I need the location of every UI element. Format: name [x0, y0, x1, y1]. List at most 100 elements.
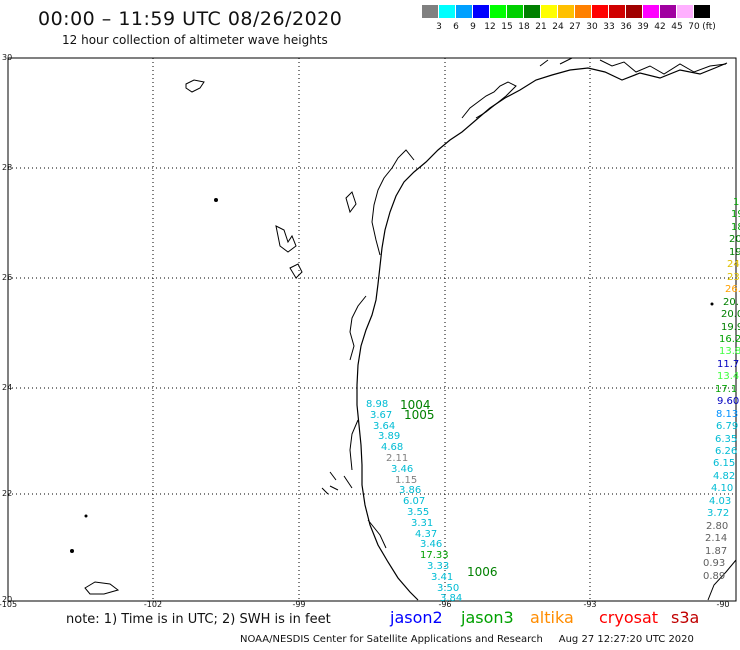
lat-lon-grid [8, 58, 736, 600]
legend-entry-jason2: jason2 [390, 608, 443, 627]
swh-value: 2.80 [706, 520, 729, 532]
swh-value: 4.68 [381, 442, 404, 454]
color-scale-label: 9 [470, 22, 476, 32]
swh-value: 3.72 [707, 508, 730, 520]
latitude-tick-label: 30 [2, 53, 13, 62]
swh-value: 3.67 [370, 409, 393, 421]
color-scale-unit: (ft) [702, 22, 716, 32]
swh-value: 19 [729, 246, 740, 258]
swh-value: 20.0 [721, 309, 740, 321]
swh-value: 4.10 [711, 483, 734, 495]
color-swatch [422, 5, 439, 18]
color-scale-label: 70 [688, 22, 700, 32]
swh-value: 6.26 [715, 446, 738, 457]
bay-outline [349, 81, 517, 549]
swh-value: 13.4 [717, 371, 740, 383]
swh-value: 3.86 [399, 485, 422, 497]
swh-value: 1.15 [395, 474, 418, 486]
small-lake [84, 514, 88, 518]
legend-entry-altika: altika [530, 608, 574, 627]
chart-title: 00:00 – 11:59 UTC 08/26/2020 [38, 8, 343, 30]
pressure-label: 1006 [467, 565, 498, 579]
swh-value: 19 [731, 209, 740, 221]
swh-value: 3.31 [411, 517, 434, 529]
swh-value: 3.33 [427, 561, 450, 572]
color-swatch [473, 5, 490, 18]
color-swatch [490, 5, 507, 18]
latitude-tick-label: 26 [2, 273, 13, 282]
color-scale-label: 39 [637, 22, 649, 32]
swh-value: 0.93 [703, 558, 726, 570]
color-scale-label: 6 [453, 22, 459, 32]
color-swatch [439, 5, 456, 18]
swh-value: 16.2 [719, 333, 740, 345]
small-lake [214, 198, 218, 202]
swh-value: 17 [733, 197, 740, 208]
swh-value: 4.37 [415, 528, 438, 540]
longitude-tick-label: -105 [0, 600, 18, 609]
chart-subtitle: 12 hour collection of altimeter wave hei… [62, 33, 328, 47]
lake-shape [275, 225, 297, 253]
color-swatch [643, 5, 660, 18]
swh-value: 4.82 [713, 470, 736, 482]
swh-value: 6.15 [713, 458, 736, 470]
swh-value: 19.9 [721, 321, 740, 333]
pressure-label: 1005 [404, 408, 435, 422]
swh-value: 26. [725, 284, 740, 296]
color-scale-label: 45 [671, 22, 683, 32]
swh-value: 1.87 [705, 545, 728, 557]
lake-shape [345, 191, 357, 214]
latitude-tick-label: 20 [2, 595, 13, 604]
latitude-tick-label: 28 [2, 163, 13, 172]
small-lake [70, 549, 74, 553]
swh-value: 3.41 [431, 571, 454, 583]
lake-shape [185, 79, 205, 93]
color-swatch [677, 5, 694, 18]
swh-value: 3.84 [440, 593, 463, 605]
swh-value: 8.13 [716, 408, 739, 420]
swh-value: 6.79 [716, 421, 739, 433]
swh-value: 3.46 [420, 539, 443, 551]
swh-value: 2.14 [705, 533, 728, 545]
longitude-tick-label: -102 [143, 600, 163, 609]
small-lake [710, 302, 714, 306]
color-swatch [609, 5, 626, 18]
color-swatch [660, 5, 677, 18]
swh-value: 3.64 [373, 420, 396, 432]
color-scale-label: 33 [603, 22, 615, 32]
louisiana-coast [539, 57, 727, 75]
swh-value: 3.50 [437, 582, 460, 594]
color-scale-label: 21 [535, 22, 547, 32]
swh-value: 8.98 [366, 399, 389, 410]
color-swatch [507, 5, 524, 18]
swh-value: 3.55 [407, 507, 430, 518]
swh-value: 17.1 [715, 383, 738, 395]
swh-value: 6.07 [403, 496, 426, 508]
legend-entry-cryosat: cryosat [599, 608, 659, 627]
color-scale-label: 3 [436, 22, 442, 32]
latitude-tick-label: 22 [2, 489, 13, 498]
swh-value: 3.89 [378, 431, 401, 443]
legend-entry-s3a: s3a [671, 608, 700, 627]
swh-value: 23 [727, 271, 740, 283]
swh-value: 9.60 [717, 396, 740, 408]
lake-shape [84, 581, 120, 595]
longitude-tick-label: -90 [716, 600, 730, 609]
map-frame [7, 57, 737, 602]
pressure-label: 1004 [400, 398, 431, 412]
color-scale-label: 15 [501, 22, 513, 32]
color-scale-label: 30 [586, 22, 598, 32]
texas-coastline [356, 62, 728, 601]
color-swatch [575, 5, 592, 18]
color-swatch [626, 5, 643, 18]
color-scale-label: 18 [518, 22, 530, 32]
swh-value: 20 [729, 234, 740, 246]
legend-entry-jason3: jason3 [461, 608, 514, 627]
color-swatch [694, 5, 711, 18]
swh-value: 18 [731, 221, 740, 233]
color-swatch [456, 5, 473, 18]
swh-value: 2.11 [386, 453, 409, 464]
longitude-tick-label: -99 [292, 600, 306, 609]
color-scale-label: 24 [552, 22, 564, 32]
